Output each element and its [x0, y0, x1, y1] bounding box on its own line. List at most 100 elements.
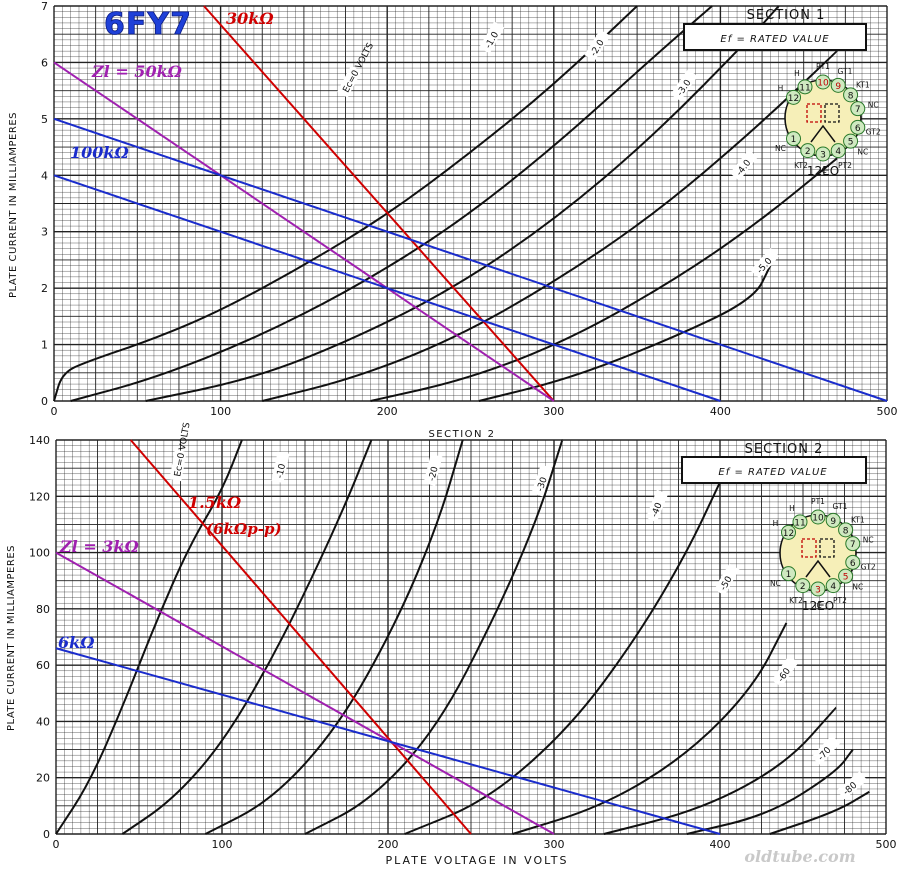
pin-label: GT2 — [861, 562, 876, 571]
base-pin — [781, 566, 797, 582]
x-tick-label: 400 — [710, 405, 731, 418]
curve-label-bg — [750, 247, 780, 279]
pin-label: PT1 — [816, 62, 830, 71]
base-pin — [786, 131, 802, 147]
pin-label: KT1 — [851, 516, 865, 525]
pin-number: 1 — [791, 135, 797, 145]
x-tick-label: 100 — [212, 838, 233, 851]
load-line-label: Zl = 3kΩ — [59, 537, 140, 556]
y-tick-label: 140 — [29, 434, 50, 447]
plate-curve — [478, 265, 772, 402]
pin-number: 8 — [848, 91, 854, 101]
watermark: oldtube.com — [744, 847, 855, 866]
triode-element — [819, 538, 835, 558]
pin-label: H — [778, 84, 784, 93]
base-pin — [838, 522, 854, 538]
pin-number: 10 — [812, 514, 824, 524]
x-tick-label: 200 — [377, 405, 398, 418]
triode-element — [806, 103, 822, 123]
pin-number: 6 — [855, 124, 861, 134]
load-line — [53, 61, 555, 402]
section-label: SECTION 1 — [747, 8, 826, 23]
load-line-label: Zl = 50kΩ — [91, 62, 183, 81]
pin-label: PT1 — [811, 497, 825, 506]
base-designation: 12EO — [802, 599, 834, 613]
curve-label-bg — [479, 21, 505, 54]
plate-curve — [204, 439, 464, 835]
y-axis-label: PLATE CURRENT IN MILLIAMPERES — [6, 545, 17, 731]
base-pin — [830, 77, 846, 93]
base-pin — [845, 536, 861, 552]
x-tick-label: 500 — [877, 405, 898, 418]
base-pin — [795, 578, 811, 594]
y-tick-label: 20 — [36, 772, 50, 785]
pin-number: 2 — [800, 582, 806, 592]
pin-label: KT2 — [794, 161, 808, 170]
pin-label: PT2 — [838, 161, 852, 170]
load-line — [55, 647, 721, 835]
y-tick-label: 4 — [41, 169, 48, 182]
pin-number: 12 — [783, 529, 794, 539]
curve-label-bg — [531, 464, 553, 497]
base-pin — [786, 89, 802, 105]
plate-curve — [304, 439, 564, 835]
plate-curve — [769, 790, 870, 835]
base-pin — [792, 514, 808, 530]
ef-label: Ef = RATED VALUE — [718, 467, 827, 478]
x-tick-label: 300 — [544, 838, 565, 851]
curve-label-bg — [423, 453, 443, 486]
base-pin — [815, 146, 831, 162]
base-pin — [838, 568, 854, 584]
base-pin — [845, 554, 861, 570]
section-2-load-lines: 1.5kΩ (6kΩp-p) Zl = 3kΩ 6kΩ — [55, 439, 721, 835]
pin-label: PT2 — [833, 596, 847, 605]
y-tick-label: 0 — [43, 828, 50, 841]
pin-label: GT1 — [838, 67, 853, 76]
y-axis-label: PLATE CURRENT IN MILLIAMPERES — [8, 112, 19, 298]
x-tick-label: 300 — [543, 405, 564, 418]
load-line-label: 100kΩ — [70, 143, 129, 162]
pin-number: 8 — [843, 526, 849, 536]
section-2-ticks: 0 100 200 300 400 500 0 20 40 60 80 100 120 140 — [29, 434, 897, 851]
pin-label: NC — [775, 144, 786, 153]
plate-curve — [121, 439, 373, 835]
pin-label: H — [773, 519, 779, 528]
x-tick-label: 500 — [876, 838, 897, 851]
base-pin — [810, 581, 826, 597]
plate-curve — [686, 748, 854, 835]
curve-label-bg — [336, 65, 362, 98]
pin-label: NC — [770, 579, 781, 588]
plate-curve — [70, 5, 713, 402]
base-pin — [797, 79, 813, 95]
pin-label: IC — [819, 166, 826, 175]
curve-label: -10 — [275, 463, 288, 480]
load-line — [53, 117, 888, 402]
section-2-chart: Ec=0 VOLTS -10 -20-30-40-50-60-70-80 1.5kΩ… — [6, 421, 897, 867]
load-line — [53, 174, 721, 402]
curve-label: -20 — [427, 465, 440, 482]
pin-label: NC — [863, 536, 874, 545]
pin-label: KT1 — [856, 81, 870, 90]
curve-label-bg — [670, 69, 698, 101]
pin-number: 9 — [835, 82, 841, 92]
pin-number: 7 — [855, 105, 861, 115]
base-pin — [825, 512, 841, 528]
y-tick-label: 100 — [29, 547, 50, 560]
base-pin — [815, 74, 831, 90]
pin-label: IC — [814, 601, 821, 610]
section-header-box — [683, 23, 867, 51]
plate-curve — [404, 481, 721, 835]
y-tick-label: 1 — [41, 339, 48, 352]
curve-label-bg — [811, 734, 841, 766]
section-1-load-lines: 30kΩ Zl = 50kΩ 100kΩ — [53, 5, 888, 402]
base-pin — [843, 133, 859, 149]
pin-label: GT2 — [866, 127, 881, 136]
curve-label-bg — [584, 29, 611, 62]
load-line-label: 6kΩ — [58, 633, 95, 652]
load-line-label: 30kΩ — [226, 9, 274, 28]
curve-label-bg — [836, 771, 868, 800]
